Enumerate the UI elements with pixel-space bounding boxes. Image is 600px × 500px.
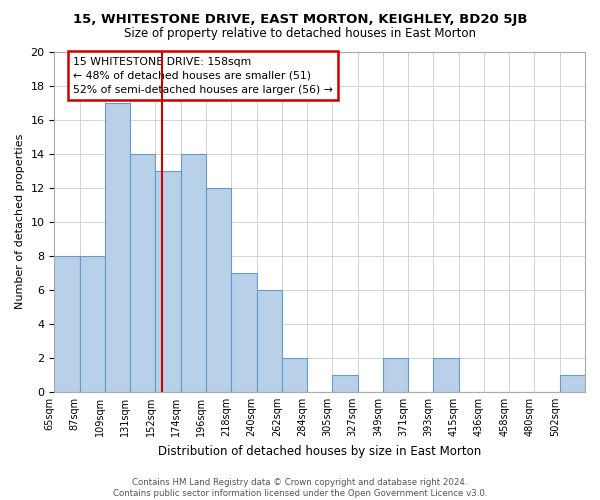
Bar: [383, 358, 408, 392]
Bar: [130, 154, 155, 392]
Bar: [206, 188, 231, 392]
Bar: [282, 358, 307, 392]
Bar: [105, 102, 130, 392]
Bar: [257, 290, 282, 392]
Text: 15 WHITESTONE DRIVE: 158sqm
← 48% of detached houses are smaller (51)
52% of sem: 15 WHITESTONE DRIVE: 158sqm ← 48% of det…: [73, 56, 333, 94]
Bar: [560, 375, 585, 392]
Text: Size of property relative to detached houses in East Morton: Size of property relative to detached ho…: [124, 28, 476, 40]
Text: Contains HM Land Registry data © Crown copyright and database right 2024.
Contai: Contains HM Land Registry data © Crown c…: [113, 478, 487, 498]
Bar: [231, 273, 257, 392]
Y-axis label: Number of detached properties: Number of detached properties: [15, 134, 25, 310]
Bar: [155, 170, 181, 392]
X-axis label: Distribution of detached houses by size in East Morton: Distribution of detached houses by size …: [158, 444, 481, 458]
Bar: [80, 256, 105, 392]
Bar: [433, 358, 458, 392]
Bar: [332, 375, 358, 392]
Bar: [181, 154, 206, 392]
Bar: [55, 256, 80, 392]
Text: 15, WHITESTONE DRIVE, EAST MORTON, KEIGHLEY, BD20 5JB: 15, WHITESTONE DRIVE, EAST MORTON, KEIGH…: [73, 12, 527, 26]
